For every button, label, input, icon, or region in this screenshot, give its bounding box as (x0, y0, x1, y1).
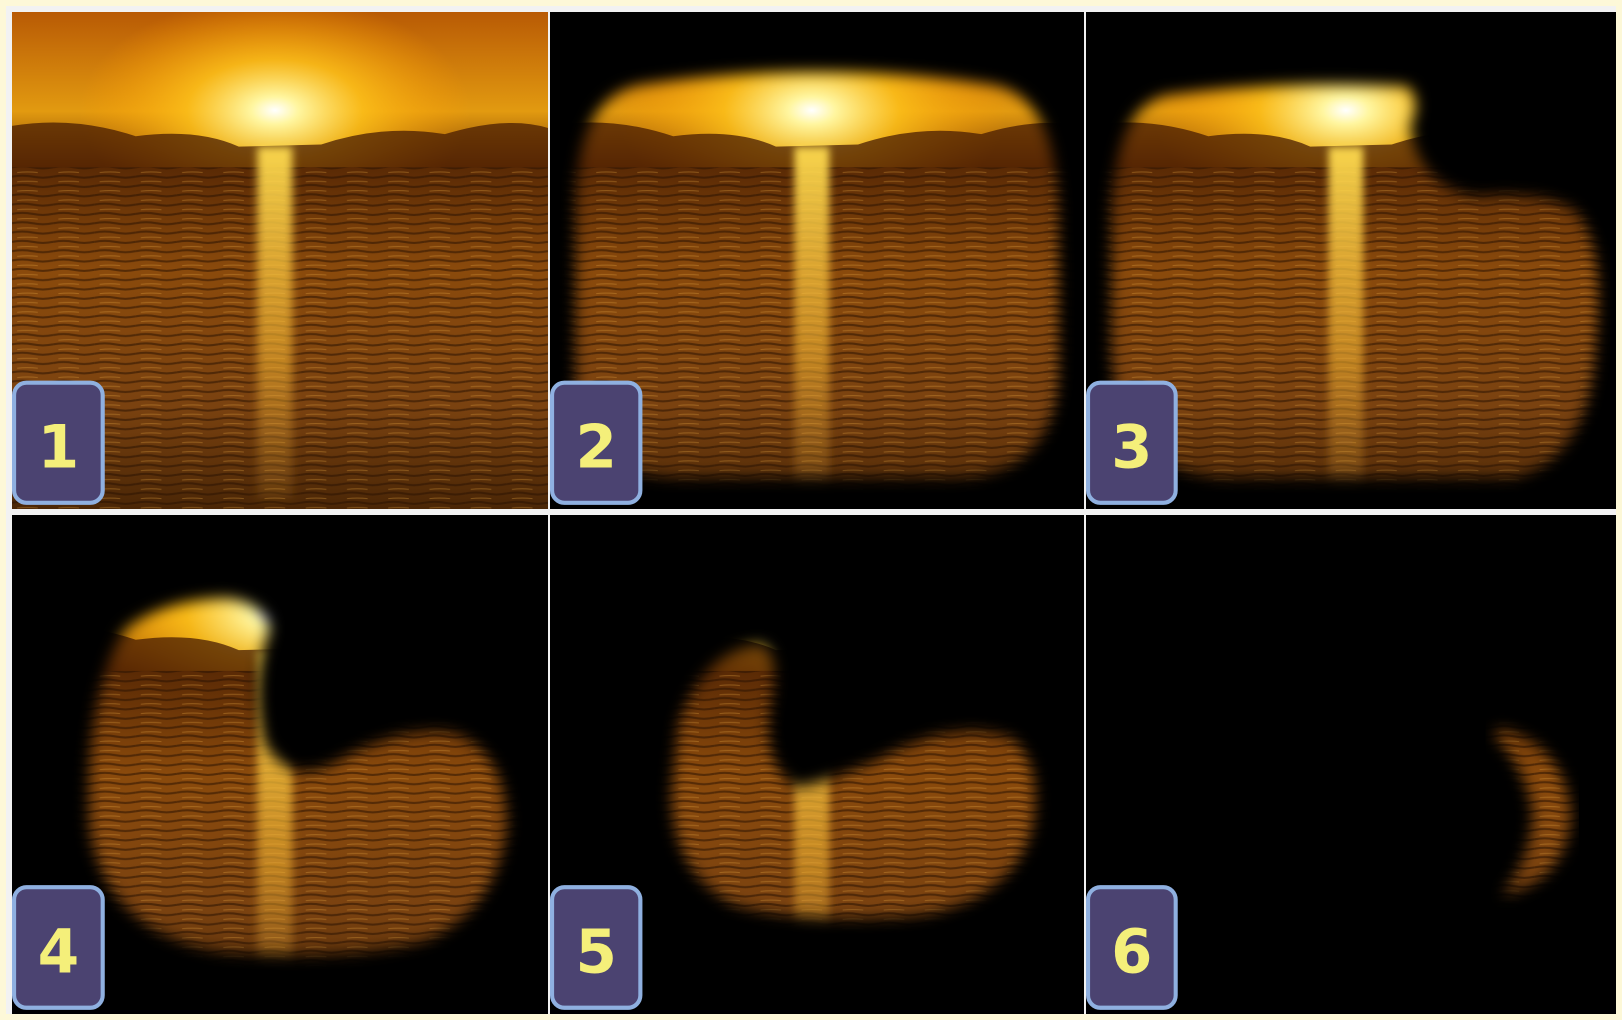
panel-label: 4 (38, 917, 80, 987)
image-panel: 3 (1086, 12, 1616, 509)
grid: 1 2 3 4 5 6 (6, 6, 1616, 1014)
image-panel: 5 (550, 515, 1084, 1014)
image-panel: 6 (1086, 515, 1616, 1014)
page: 1 2 3 4 5 6 (() => { const data = JSON.p… (0, 0, 1622, 1020)
panel-label: 1 (38, 412, 80, 482)
panel-label: 3 (1111, 413, 1152, 483)
panel-label: 6 (1111, 918, 1152, 988)
image-panel: 1 (12, 12, 548, 509)
image-panel: 4 (12, 515, 548, 1014)
image-panel: 2 (550, 12, 1084, 509)
panel-label: 5 (575, 917, 616, 987)
panel-label: 2 (575, 412, 616, 482)
